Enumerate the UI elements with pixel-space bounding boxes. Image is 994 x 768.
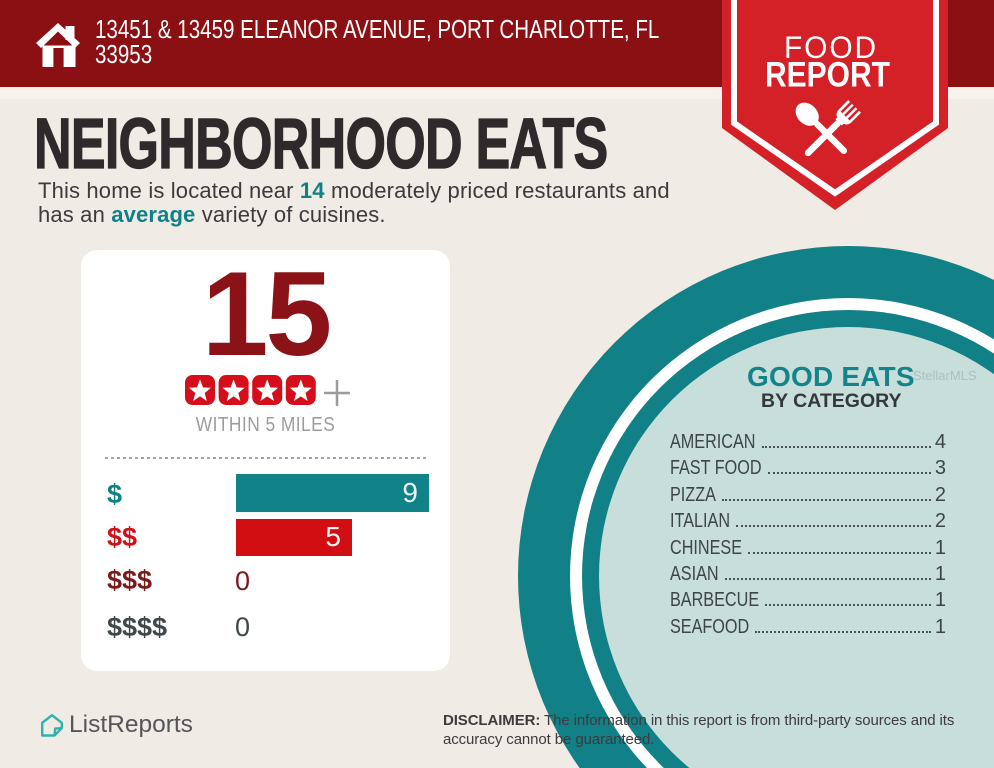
svg-text:FOOD: FOOD xyxy=(784,29,878,65)
svg-text:REPORT: REPORT xyxy=(765,56,890,95)
